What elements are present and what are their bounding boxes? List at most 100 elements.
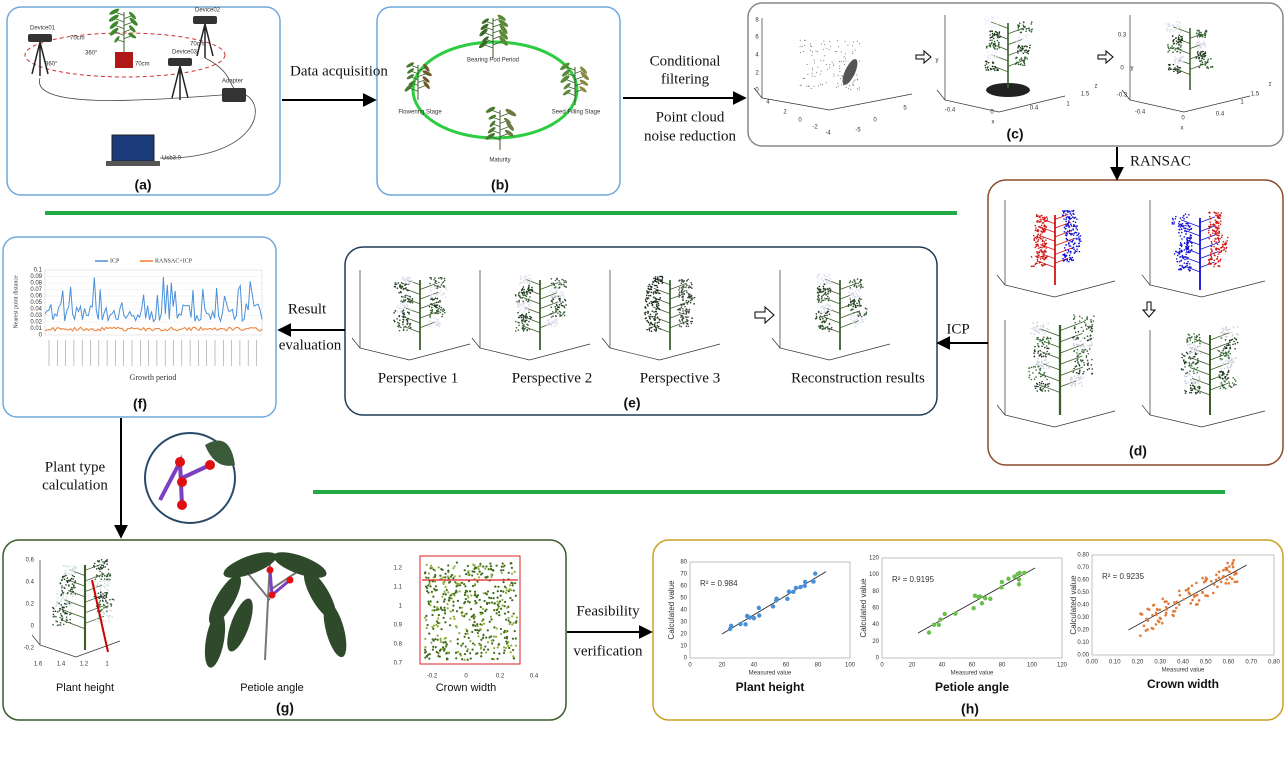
point — [1210, 57, 1212, 60]
point — [1171, 221, 1174, 224]
point — [1186, 262, 1189, 265]
point — [431, 299, 434, 301]
point — [1041, 257, 1044, 260]
point — [684, 316, 687, 318]
point — [402, 299, 405, 301]
panel-d — [987, 179, 1284, 466]
point — [833, 73, 835, 75]
point — [74, 593, 77, 595]
point — [1191, 351, 1193, 353]
point — [437, 566, 440, 569]
point — [1022, 52, 1025, 55]
point — [1200, 34, 1203, 37]
point — [651, 323, 654, 326]
point — [448, 581, 451, 584]
point — [455, 561, 459, 564]
point — [1020, 50, 1022, 52]
point — [1183, 242, 1186, 244]
point — [847, 44, 849, 46]
leaf — [498, 19, 509, 27]
point — [1063, 226, 1066, 229]
leaf — [562, 89, 571, 96]
point — [94, 619, 97, 622]
point — [1219, 358, 1222, 360]
point — [460, 644, 463, 647]
point — [1168, 66, 1171, 69]
point — [644, 298, 647, 300]
point — [463, 602, 466, 605]
point — [841, 84, 843, 86]
point — [1180, 251, 1183, 253]
point — [1178, 21, 1180, 23]
point — [560, 302, 562, 305]
point — [550, 322, 553, 325]
point — [556, 322, 559, 324]
point — [1047, 385, 1049, 387]
point — [522, 318, 525, 320]
point — [400, 306, 403, 309]
point — [1025, 37, 1027, 39]
point — [443, 277, 446, 280]
point — [564, 280, 567, 282]
point — [986, 45, 988, 48]
point — [526, 308, 529, 310]
point — [1219, 220, 1222, 222]
point — [558, 287, 560, 289]
point — [648, 317, 651, 319]
point — [983, 595, 988, 601]
point — [530, 278, 533, 281]
point — [100, 596, 102, 598]
point — [682, 291, 684, 293]
point — [690, 297, 693, 300]
point — [1029, 44, 1031, 47]
point — [63, 602, 66, 605]
point — [1176, 254, 1179, 257]
point — [1023, 45, 1026, 48]
leaf — [406, 62, 415, 68]
point — [860, 298, 862, 301]
point — [449, 575, 453, 578]
point — [488, 620, 491, 623]
point — [556, 294, 558, 297]
point — [1033, 378, 1036, 381]
point — [469, 590, 472, 593]
point — [678, 293, 681, 296]
point — [1068, 254, 1071, 257]
point — [404, 316, 406, 318]
point — [648, 327, 651, 329]
point — [859, 314, 861, 317]
label: -0.3 — [1117, 93, 1128, 99]
point — [1073, 217, 1076, 219]
point — [557, 306, 560, 308]
point — [1216, 243, 1219, 246]
point — [1225, 325, 1227, 328]
point — [1196, 52, 1199, 54]
point — [1232, 343, 1234, 346]
point — [990, 15, 993, 18]
point — [444, 572, 447, 575]
point — [496, 596, 499, 599]
point — [1190, 336, 1193, 339]
point — [824, 304, 827, 307]
point — [1028, 376, 1031, 379]
point — [658, 319, 661, 321]
point — [432, 624, 436, 627]
point — [1202, 43, 1205, 46]
point — [988, 20, 991, 23]
fit-line — [917, 567, 1036, 634]
point — [403, 326, 405, 328]
point — [1178, 34, 1181, 37]
point — [984, 66, 987, 69]
point — [820, 278, 822, 281]
point — [850, 318, 852, 321]
point — [685, 322, 688, 325]
leaf — [406, 74, 415, 80]
point — [485, 565, 488, 568]
point — [1074, 365, 1077, 368]
point — [999, 579, 1005, 585]
point — [1216, 214, 1219, 216]
point — [552, 321, 555, 324]
point — [492, 597, 495, 600]
point — [74, 573, 77, 575]
point — [1067, 215, 1069, 218]
